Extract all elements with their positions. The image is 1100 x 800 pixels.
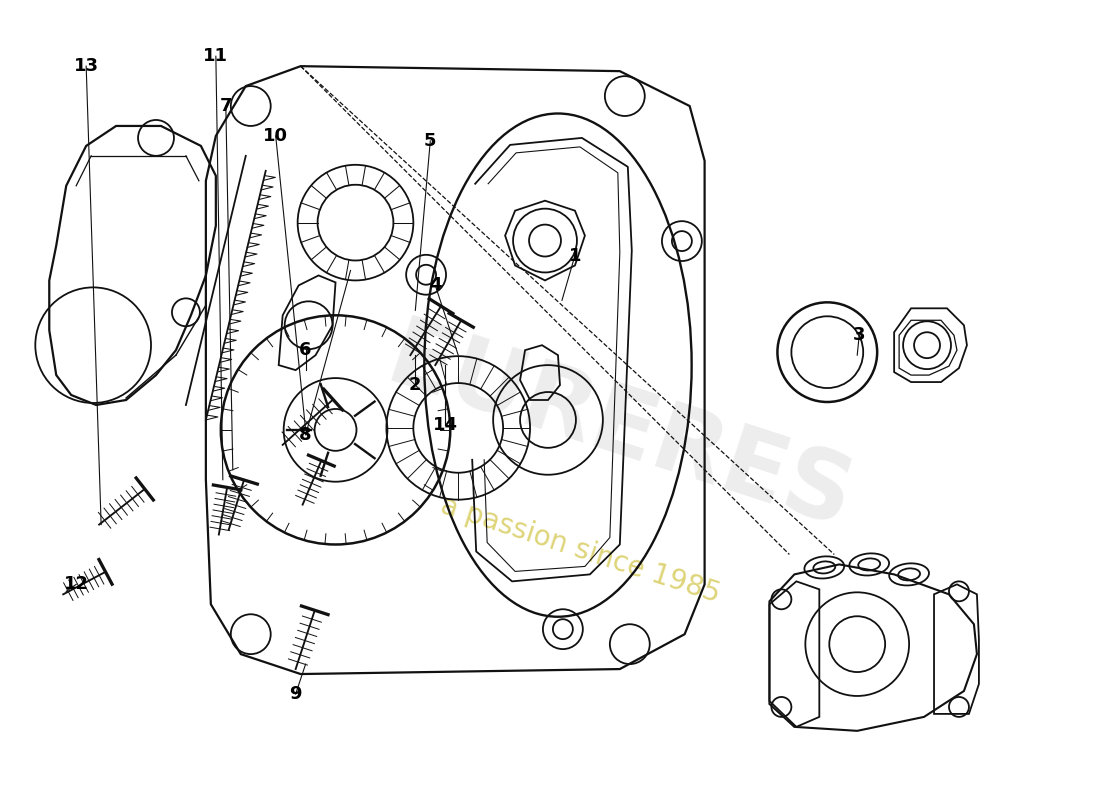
- Text: 3: 3: [852, 326, 866, 344]
- Text: 6: 6: [299, 341, 312, 359]
- Text: 9: 9: [289, 685, 301, 703]
- Text: 12: 12: [64, 575, 89, 594]
- Text: 8: 8: [299, 426, 312, 444]
- Text: 14: 14: [432, 416, 458, 434]
- Text: 11: 11: [204, 47, 229, 65]
- Text: 2: 2: [409, 376, 421, 394]
- Text: 1: 1: [569, 246, 581, 265]
- Text: EURERES: EURERES: [376, 311, 864, 548]
- Text: 10: 10: [263, 127, 288, 145]
- Text: 4: 4: [429, 276, 441, 294]
- Text: 7: 7: [220, 97, 232, 115]
- Text: a passion since 1985: a passion since 1985: [437, 491, 723, 608]
- Text: 13: 13: [74, 57, 99, 75]
- Text: 5: 5: [425, 132, 437, 150]
